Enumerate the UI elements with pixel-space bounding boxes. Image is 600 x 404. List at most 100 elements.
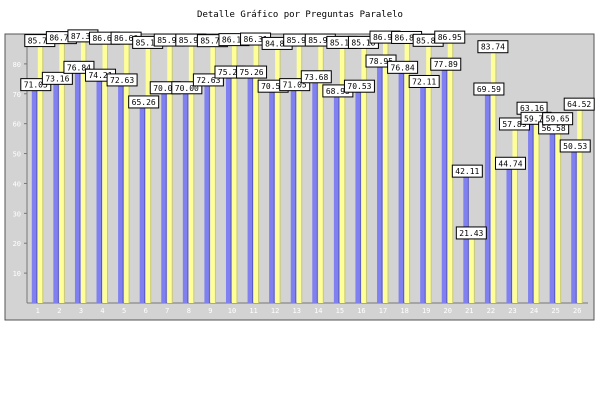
data-label-text: 70.53	[347, 82, 371, 91]
data-label-series-2: 86.95	[434, 30, 466, 44]
bar-series-2	[80, 41, 86, 304]
bar-series-1	[290, 90, 296, 304]
bar-series-2	[469, 238, 475, 303]
bar-series-1	[225, 78, 231, 304]
data-label-text: 44.74	[498, 159, 522, 168]
data-label-box	[41, 71, 73, 85]
data-label-box	[559, 139, 591, 153]
x-tick-label: 10	[228, 307, 236, 315]
x-tick-label: 8	[187, 307, 191, 315]
data-label-series-1: 42.11	[451, 164, 483, 178]
y-tick-label: 30	[13, 210, 21, 218]
x-tick-label: 16	[357, 307, 365, 315]
x-tick-label: 19	[422, 307, 430, 315]
data-label-box	[387, 60, 419, 74]
data-label-series-1: 69.59	[473, 82, 505, 96]
bar-series-2	[124, 44, 130, 303]
bar-series-2	[318, 46, 324, 303]
data-label-text: 74.21	[88, 71, 112, 80]
data-label-text: 69.59	[477, 85, 501, 94]
data-label-series-1: 76.84	[387, 60, 419, 74]
data-label-series-1: 65.26	[128, 95, 160, 109]
bar-series-2	[145, 48, 151, 303]
data-label-text: 21.43	[459, 229, 483, 238]
bar-series-2	[555, 124, 561, 304]
data-label-series-1: 63.16	[516, 101, 548, 115]
bar-series-2	[339, 48, 345, 303]
data-label-text: 72.63	[110, 76, 134, 85]
bar-series-1	[549, 133, 555, 303]
data-label-text: 86.11	[222, 36, 246, 45]
data-label-series-2: 21.43	[455, 226, 487, 240]
bar-series-2	[426, 46, 432, 304]
data-label-text: 65.26	[132, 98, 156, 107]
x-tick-label: 25	[551, 307, 559, 315]
data-label-series-2: 59.65	[542, 112, 574, 126]
data-label-series-2: 64.52	[563, 97, 595, 111]
bar-series-1	[377, 67, 383, 303]
data-label-text: 57.89	[502, 120, 526, 129]
bar-series-1	[53, 84, 59, 303]
x-tick-label: 21	[465, 307, 473, 315]
data-label-text: 85.97	[157, 36, 181, 45]
data-label-text: 84.84	[265, 39, 289, 48]
data-label-box	[343, 79, 375, 93]
x-tick-label: 15	[336, 307, 344, 315]
data-label-box	[455, 226, 487, 240]
data-label-series-1: 77.89	[430, 57, 462, 71]
data-label-series-1: 70.53	[343, 79, 375, 93]
bar-series-2	[102, 44, 108, 303]
x-tick-label: 9	[208, 307, 212, 315]
data-label-text: 77.89	[434, 60, 458, 69]
data-label-series-1: 72.11	[408, 74, 440, 88]
bar-series-2	[534, 124, 540, 303]
data-label-text: 85.18	[136, 38, 160, 47]
data-label-text: 42.11	[455, 167, 479, 176]
data-label-box	[408, 74, 440, 88]
data-label-text: 85.18	[351, 38, 375, 47]
data-label-box	[300, 70, 332, 84]
bar-series-1	[182, 93, 188, 304]
bar-series-1	[96, 81, 102, 304]
x-tick-label: 4	[100, 307, 104, 315]
y-tick-label: 10	[13, 270, 21, 278]
data-label-text: 59.65	[546, 115, 570, 124]
x-tick-label: 1	[36, 307, 40, 315]
x-tick-label: 17	[379, 307, 387, 315]
data-label-text: 73.68	[304, 73, 328, 82]
x-tick-label: 6	[144, 307, 148, 315]
bar-series-1	[463, 177, 469, 303]
bar-series-2	[167, 46, 173, 303]
bar-series-1	[247, 78, 253, 304]
data-label-text: 71.05	[283, 81, 307, 90]
data-label-text: 85.97	[308, 36, 332, 45]
bar-series-2	[59, 43, 65, 304]
data-label-series-1: 75.26	[236, 65, 268, 79]
bar-series-1	[528, 114, 534, 304]
data-label-series-2: 83.74	[477, 40, 509, 54]
y-tick-label: 50	[13, 151, 21, 159]
data-label-box	[494, 156, 526, 170]
data-label-text: 85.79	[28, 37, 52, 46]
data-label-text: 86.84	[395, 33, 419, 42]
data-label-box	[451, 164, 483, 178]
data-label-text: 86.78	[49, 34, 73, 43]
bar-series-2	[37, 46, 43, 303]
bar-series-2	[275, 49, 281, 303]
bar-series-1	[355, 92, 361, 303]
x-tick-label: 18	[400, 307, 408, 315]
data-label-text: 50.53	[563, 142, 587, 151]
bar-series-2	[383, 43, 389, 304]
bar-series-2	[577, 110, 583, 303]
data-label-text: 75.26	[240, 68, 264, 77]
chart-title: Detalle Gráfico por Preguntas Paralelo	[197, 10, 403, 20]
data-label-box	[430, 57, 462, 71]
data-label-text: 85.88	[416, 36, 440, 45]
data-label-text: 86.60	[92, 34, 116, 43]
data-label-text: 68.95	[326, 87, 350, 96]
data-label-text: 72.63	[196, 76, 220, 85]
x-tick-label: 11	[249, 307, 257, 315]
x-tick-label: 22	[487, 307, 495, 315]
